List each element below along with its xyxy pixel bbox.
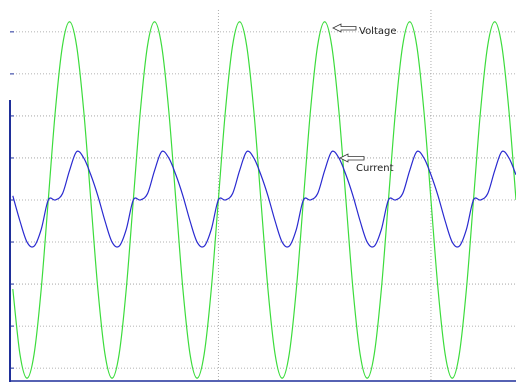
current-annotation: Current [356,163,394,174]
series-line [12,21,516,379]
plot [12,21,516,379]
current-arrow [339,153,365,163]
voltage-annotation: Voltage [359,26,397,37]
voltage-arrow [332,23,357,33]
series-line [12,150,516,248]
